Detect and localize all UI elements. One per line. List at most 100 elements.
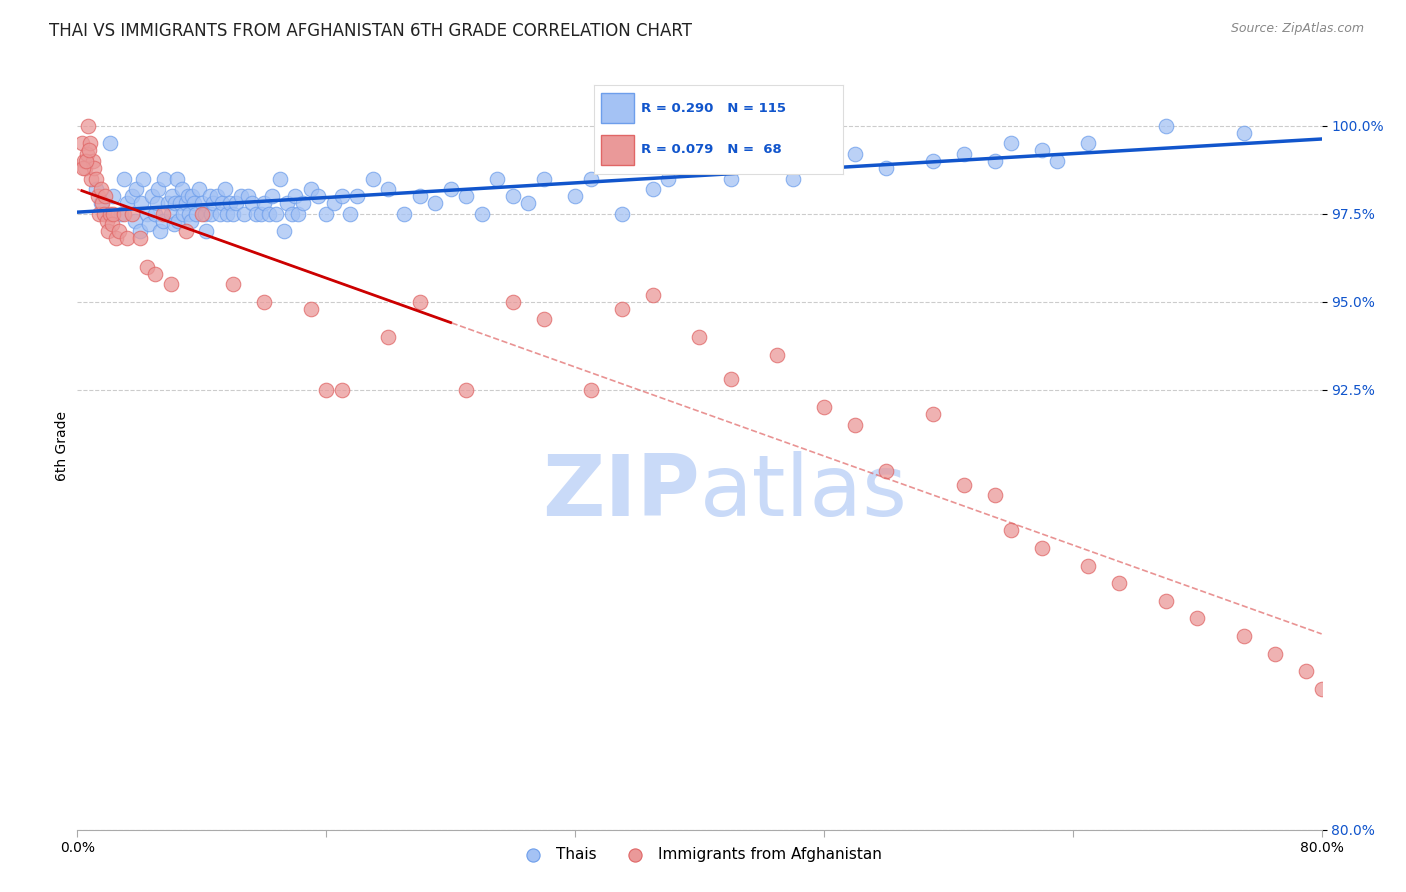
Point	[163, 217, 186, 231]
Point	[159, 207, 181, 221]
Point	[1077, 136, 1099, 151]
Point	[238, 189, 260, 203]
Point	[82, 153, 104, 168]
Point	[70, 136, 93, 151]
Point	[112, 171, 135, 186]
Point	[408, 294, 430, 309]
Point	[174, 224, 197, 238]
Point	[211, 196, 233, 211]
Point	[181, 189, 204, 203]
Point	[502, 294, 524, 309]
Point	[77, 144, 100, 158]
Point	[136, 260, 159, 274]
Point	[172, 207, 194, 221]
Point	[875, 161, 897, 175]
Point	[921, 407, 943, 421]
Point	[141, 189, 163, 203]
Point	[131, 171, 153, 186]
Point	[187, 182, 209, 196]
Point	[86, 189, 108, 203]
Point	[100, 217, 122, 231]
Point	[98, 136, 121, 151]
Legend: Thais, Immigrants from Afghanistan: Thais, Immigrants from Afghanistan	[512, 841, 887, 868]
Point	[456, 189, 478, 203]
Point	[209, 207, 232, 221]
Point	[720, 171, 742, 186]
Point	[844, 417, 866, 432]
Point	[101, 189, 124, 203]
Point	[191, 207, 214, 221]
Point	[159, 277, 181, 292]
Point	[1233, 629, 1256, 643]
Y-axis label: 6th Grade: 6th Grade	[55, 411, 69, 481]
Point	[641, 182, 664, 196]
Point	[152, 207, 174, 221]
Point	[1000, 136, 1022, 151]
Text: atlas: atlas	[700, 450, 907, 533]
Text: THAI VS IMMIGRANTS FROM AFGHANISTAN 6TH GRADE CORRELATION CHART: THAI VS IMMIGRANTS FROM AFGHANISTAN 6TH …	[49, 22, 692, 40]
Point	[222, 277, 245, 292]
Point	[194, 207, 217, 221]
Point	[339, 207, 361, 221]
Point	[984, 153, 1007, 168]
Point	[953, 147, 976, 161]
Point	[167, 214, 190, 228]
Point	[240, 196, 263, 211]
Point	[222, 207, 245, 221]
Point	[284, 189, 307, 203]
Point	[330, 189, 353, 203]
Point	[195, 224, 218, 238]
Point	[179, 207, 201, 221]
Point	[83, 161, 105, 175]
Point	[98, 207, 121, 221]
Point	[1233, 126, 1256, 140]
Point	[200, 207, 222, 221]
Point	[1154, 119, 1177, 133]
Point	[287, 207, 309, 221]
Point	[77, 119, 100, 133]
Point	[138, 217, 160, 231]
Text: Source: ZipAtlas.com: Source: ZipAtlas.com	[1230, 22, 1364, 36]
Point	[315, 207, 337, 221]
Point	[166, 171, 188, 186]
Point	[1046, 153, 1069, 168]
Point	[218, 196, 240, 211]
Point	[128, 231, 150, 245]
Point	[291, 196, 314, 211]
Point	[201, 196, 224, 211]
Text: ZIP: ZIP	[541, 450, 700, 533]
Point	[610, 301, 633, 316]
Point	[225, 196, 247, 211]
Point	[323, 196, 346, 211]
Point	[533, 171, 555, 186]
Point	[269, 171, 291, 186]
Point	[93, 207, 115, 221]
Point	[229, 189, 252, 203]
Point	[76, 147, 98, 161]
Point	[813, 401, 835, 415]
Point	[423, 196, 446, 211]
Point	[215, 207, 238, 221]
Point	[564, 189, 586, 203]
Point	[273, 224, 295, 238]
Point	[84, 182, 107, 196]
Point	[439, 182, 461, 196]
Point	[782, 171, 804, 186]
Point	[1031, 541, 1053, 555]
Point	[1000, 524, 1022, 538]
Point	[115, 231, 138, 245]
Point	[502, 189, 524, 203]
Point	[1108, 576, 1130, 591]
Point	[121, 207, 143, 221]
Point	[90, 182, 112, 196]
Point	[875, 464, 897, 478]
Point	[471, 207, 494, 221]
Point	[250, 207, 273, 221]
Point	[72, 161, 94, 175]
Point	[232, 207, 254, 221]
Point	[91, 196, 114, 211]
Point	[149, 224, 172, 238]
Point	[96, 214, 118, 228]
Point	[128, 224, 150, 238]
Point	[844, 147, 866, 161]
